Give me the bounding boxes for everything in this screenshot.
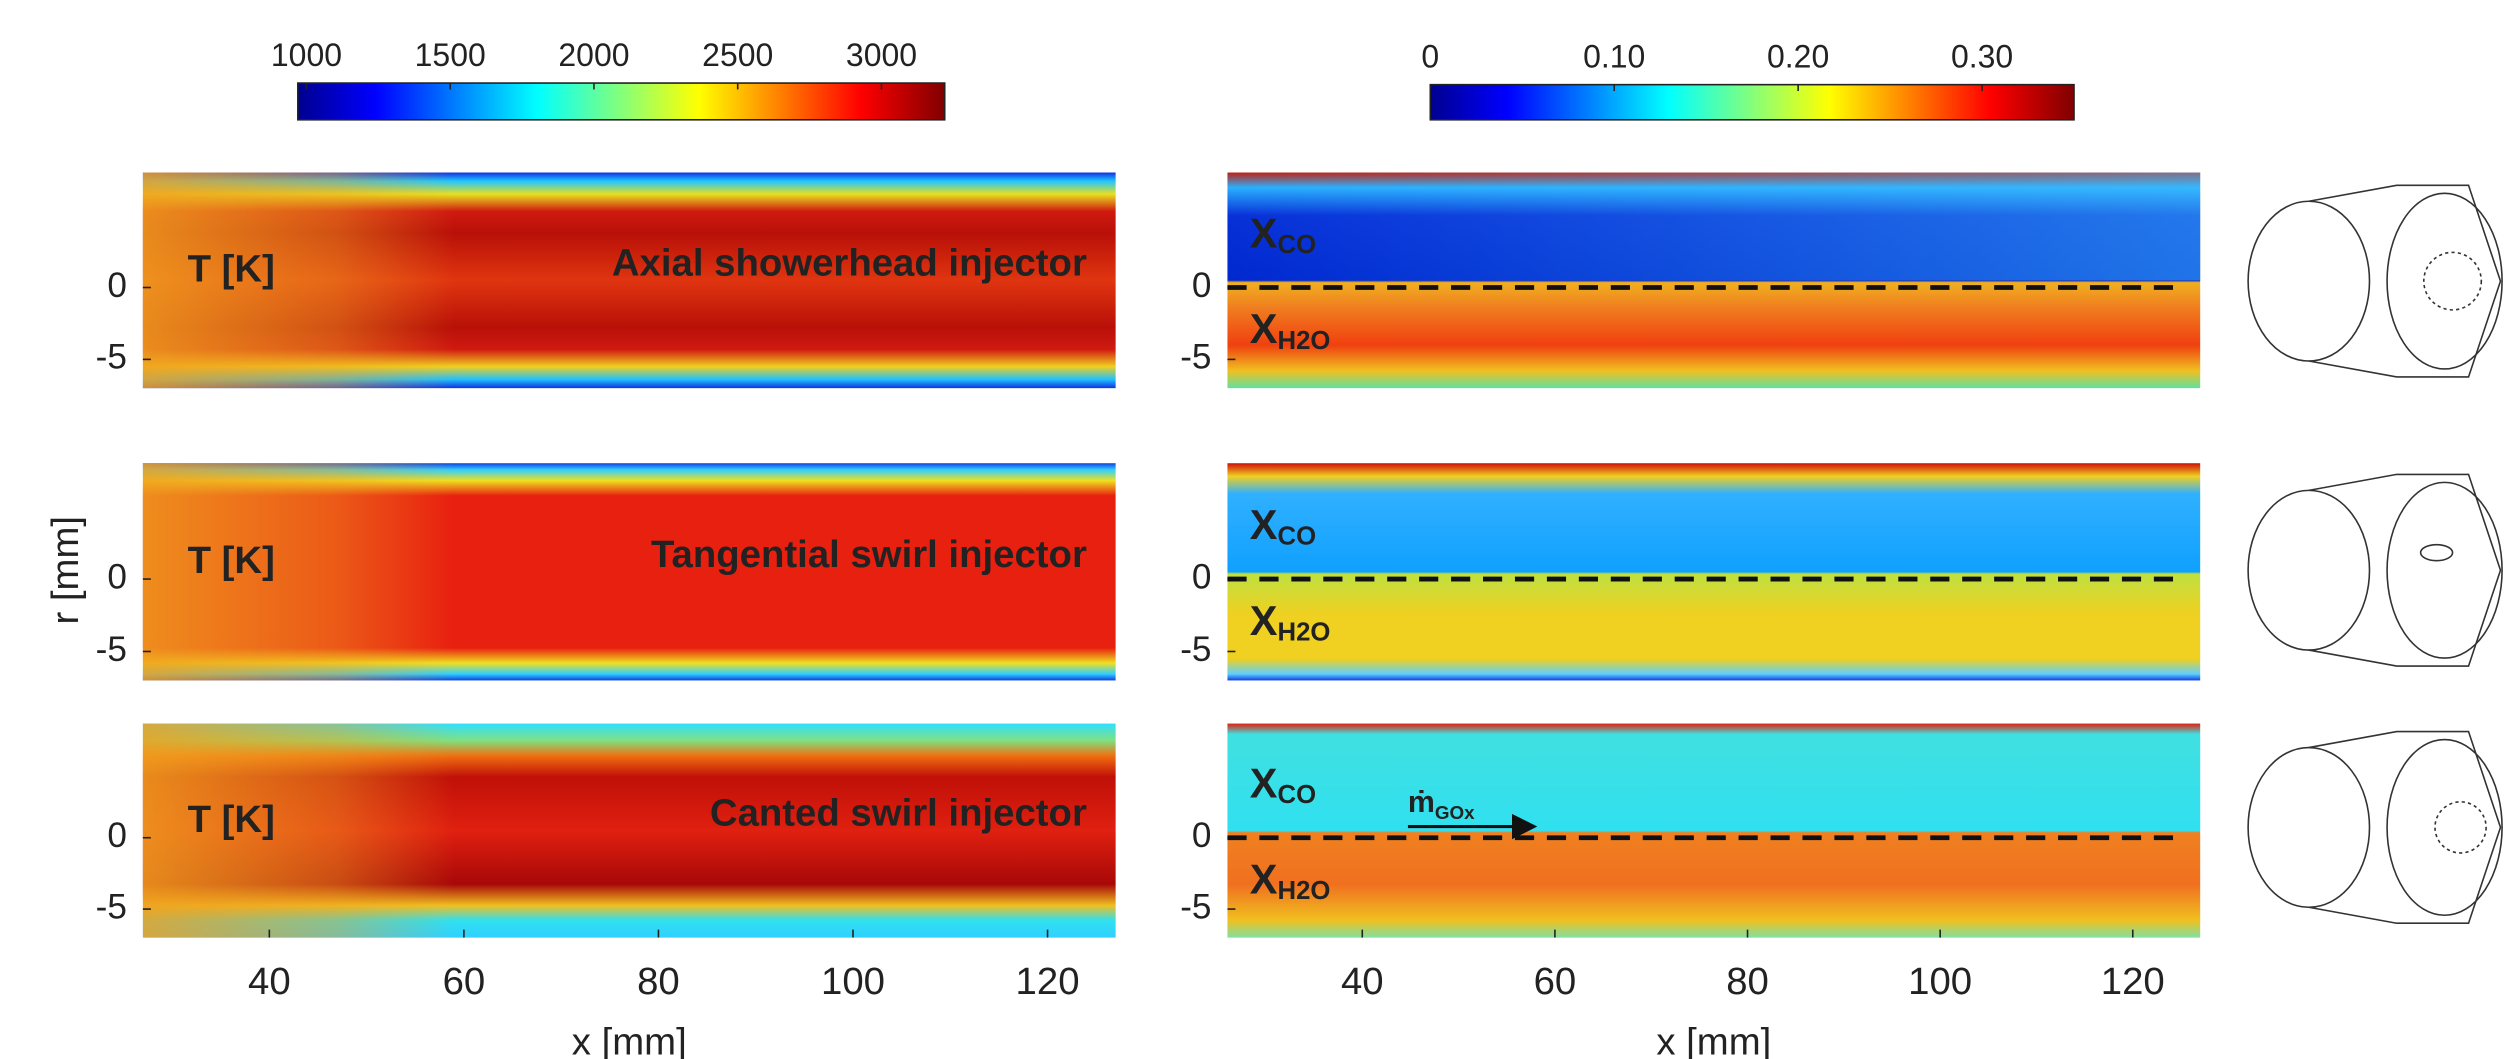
species-subscript: H2O (1278, 327, 1331, 355)
panel-annotation: Canted swirl injector (710, 791, 1087, 834)
heatmap (1227, 724, 2200, 938)
x-tick-label: 120 (1016, 960, 1080, 1003)
heatmap (1227, 463, 2200, 680)
species-subscript: CO (1278, 231, 1317, 259)
y-tick-label: -5 (1180, 887, 1211, 926)
x-axis-label: x [mm] (1656, 1021, 1771, 1059)
y-tick-label: -5 (1180, 338, 1211, 377)
x-tick-label: 40 (248, 960, 291, 1003)
x-tick-label: 100 (821, 960, 885, 1003)
species-symbol: X (1250, 305, 1278, 352)
figure: 100015002000250030000-5T [K]Axial shower… (0, 0, 2506, 1059)
colorbar (1430, 85, 2074, 120)
species-subscript: CO (1278, 522, 1317, 550)
species-subscript: H2O (1278, 618, 1331, 646)
species-symbol: X (1250, 209, 1278, 256)
x-tick-label: 40 (1341, 960, 1384, 1003)
x-tick-label: 100 (1908, 960, 1972, 1003)
panel-annotation: Axial showerhead injector (612, 241, 1087, 284)
y-tick-label: 0 (1192, 266, 1212, 305)
y-tick-label: -5 (96, 338, 127, 377)
species-symbol: X (1250, 597, 1278, 644)
colorbar-tick-label: 3000 (846, 37, 917, 73)
y-tick-label: -5 (96, 630, 127, 669)
y-tick-label: 0 (107, 816, 127, 855)
species-symbol: X (1250, 501, 1278, 548)
colorbar-tick-label: 2000 (558, 37, 629, 73)
y-axis-label: r [mm] (44, 516, 87, 625)
x-axis-label: x [mm] (572, 1021, 687, 1059)
x-tick-label: 60 (443, 960, 486, 1003)
colorbar-tick-label: 1000 (271, 37, 342, 73)
panel-label: T [K] (188, 539, 275, 582)
panel-label: T [K] (188, 798, 275, 841)
species-symbol: X (1250, 855, 1278, 902)
panel-label: T [K] (188, 248, 275, 291)
y-tick-label: -5 (1180, 630, 1211, 669)
y-tick-label: 0 (1192, 557, 1212, 596)
colorbar-tick-label: 0.10 (1583, 39, 1645, 75)
heatmap-shade (1227, 173, 2200, 281)
x-tick-label: 80 (637, 960, 680, 1003)
colorbar-tick-label: 0.30 (1951, 39, 2013, 75)
colorbar-tick-label: 0 (1421, 39, 1439, 75)
panel-annotation: Tangential swirl injector (651, 533, 1087, 576)
x-tick-label: 80 (1726, 960, 1769, 1003)
colorbar-tick-label: 1500 (415, 37, 486, 73)
injector-drawings (2248, 185, 2502, 923)
colorbar-tick-label: 0.20 (1767, 39, 1829, 75)
colorbar-tick-label: 2500 (702, 37, 773, 73)
species-subscript: CO (1278, 781, 1317, 809)
y-tick-label: 0 (107, 266, 127, 305)
y-tick-label: 0 (107, 557, 127, 596)
species-symbol: ṁ (1408, 786, 1435, 819)
species-symbol: X (1250, 760, 1278, 807)
colorbar (298, 83, 945, 120)
y-tick-label: -5 (96, 887, 127, 926)
y-tick-label: 0 (1192, 816, 1212, 855)
x-tick-label: 60 (1534, 960, 1577, 1003)
species-subscript: GOx (1435, 802, 1475, 823)
species-subscript: H2O (1278, 877, 1331, 905)
x-tick-label: 120 (2101, 960, 2165, 1003)
